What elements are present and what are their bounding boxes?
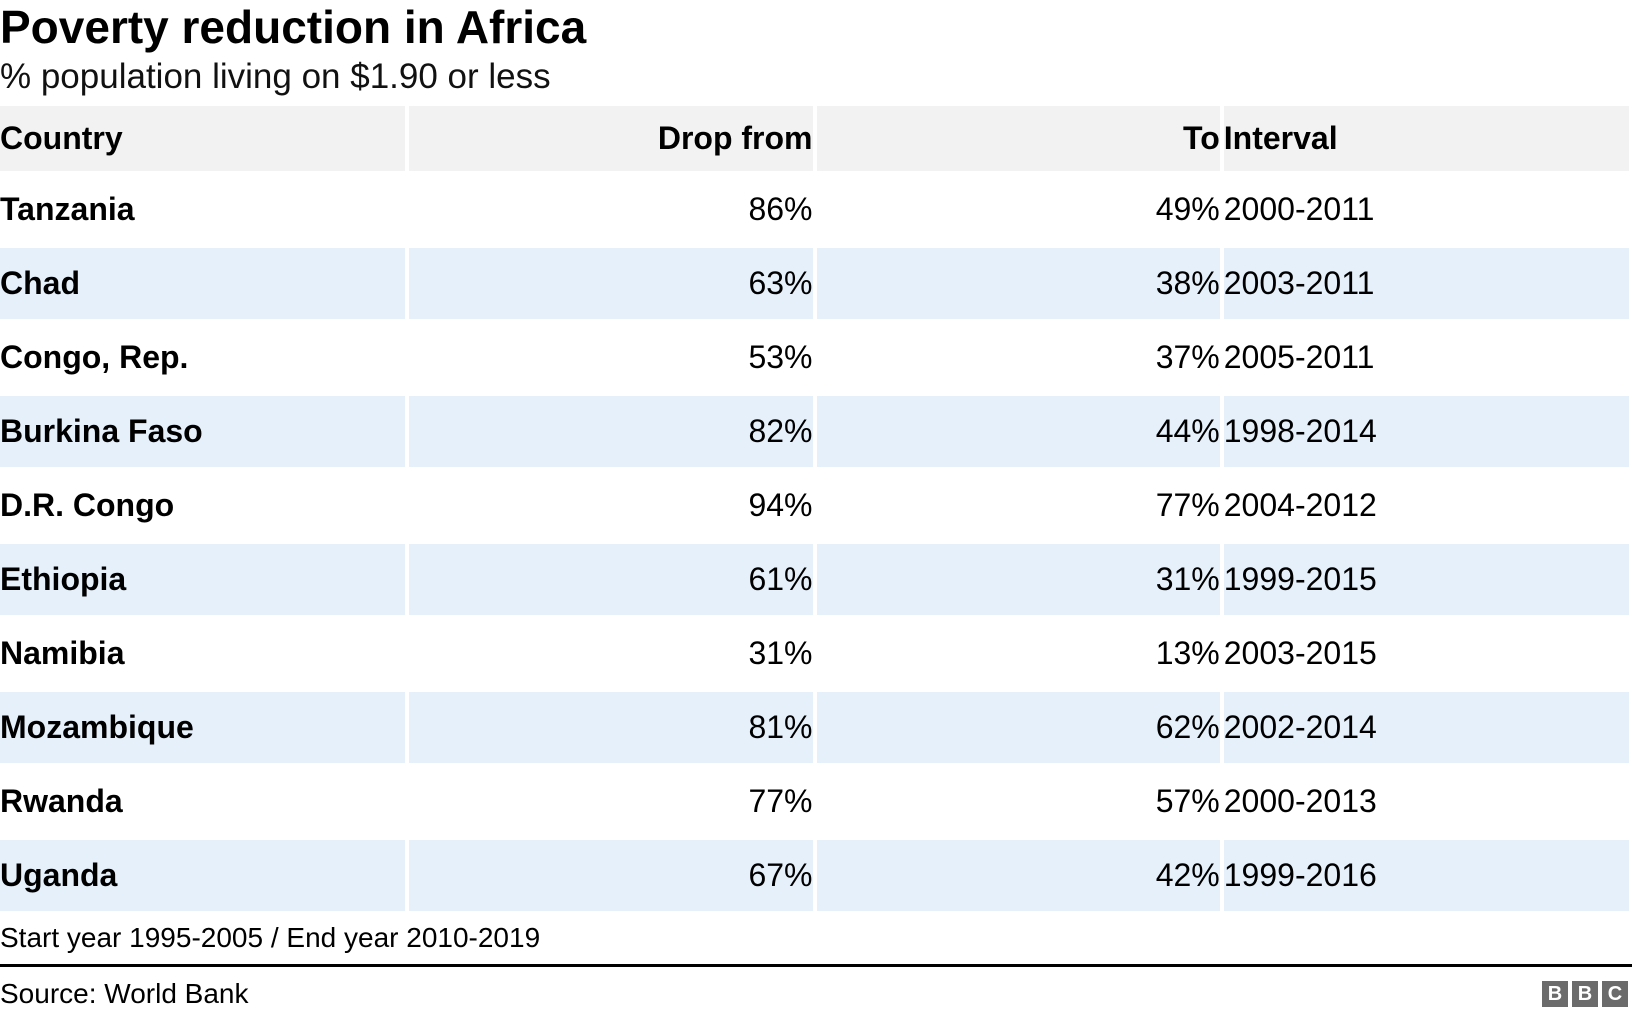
drop-from-cell: 67% [407, 838, 817, 914]
drop-from-cell: 94% [407, 468, 817, 544]
country-cell: Congo, Rep. [0, 320, 410, 396]
table-header-row: Country Drop from To Interval [0, 106, 1629, 174]
country-cell: Tanzania [0, 172, 410, 248]
to-cell: 62% [814, 690, 1224, 766]
to-cell: 57% [814, 764, 1224, 840]
country-cell: Rwanda [0, 764, 410, 840]
table-header: Country Drop from To Interval [0, 106, 1629, 174]
table-body: Tanzania 86% 49% 2000-2011 Chad 63% 38% … [0, 172, 1629, 914]
country-cell: Uganda [0, 838, 410, 914]
drop-from-cell: 82% [407, 394, 817, 470]
drop-from-cell: 61% [407, 542, 817, 618]
to-cell: 44% [814, 394, 1224, 470]
table-row: Burkina Faso 82% 44% 1998-2014 [0, 394, 1629, 470]
table-row: Rwanda 77% 57% 2000-2013 [0, 764, 1629, 840]
column-header-drop-from: Drop from [407, 106, 817, 174]
interval-cell: 2005-2011 [1221, 320, 1629, 396]
interval-cell: 2003-2011 [1221, 246, 1629, 322]
interval-cell: 2002-2014 [1221, 690, 1629, 766]
interval-cell: 2004-2012 [1221, 468, 1629, 544]
table-row: Tanzania 86% 49% 2000-2011 [0, 172, 1629, 248]
column-header-country: Country [0, 106, 410, 174]
table-row: Mozambique 81% 62% 2002-2014 [0, 690, 1629, 766]
column-header-interval: Interval [1221, 106, 1629, 174]
table-row: Ethiopia 61% 31% 1999-2015 [0, 542, 1629, 618]
chart-subtitle: % population living on $1.90 or less [0, 57, 551, 96]
interval-cell: 2000-2011 [1221, 172, 1629, 248]
to-cell: 42% [814, 838, 1224, 914]
country-cell: Burkina Faso [0, 394, 410, 470]
drop-from-cell: 81% [407, 690, 817, 766]
to-cell: 31% [814, 542, 1224, 618]
bbc-logo-block: B [1542, 981, 1568, 1007]
source-text: Source: World Bank [0, 978, 249, 1009]
drop-from-cell: 63% [407, 246, 817, 322]
bbc-logo: B B C [1542, 981, 1628, 1007]
table-row: Chad 63% 38% 2003-2011 [0, 246, 1629, 322]
drop-from-cell: 31% [407, 616, 817, 692]
to-cell: 37% [814, 320, 1224, 396]
bbc-logo-block: C [1602, 981, 1628, 1007]
page-title: Poverty reduction in Africa [0, 1, 587, 53]
bbc-logo-block: B [1572, 981, 1598, 1007]
interval-cell: 2003-2015 [1221, 616, 1629, 692]
to-cell: 49% [814, 172, 1224, 248]
to-cell: 77% [814, 468, 1224, 544]
table-row: Congo, Rep. 53% 37% 2005-2011 [0, 320, 1629, 396]
divider-rule [0, 964, 1632, 967]
table-row: Namibia 31% 13% 2003-2015 [0, 616, 1629, 692]
country-cell: Ethiopia [0, 542, 410, 618]
drop-from-cell: 86% [407, 172, 817, 248]
country-cell: Chad [0, 246, 410, 322]
country-cell: D.R. Congo [0, 468, 410, 544]
table-row: Uganda 67% 42% 1999-2016 [0, 838, 1629, 914]
interval-cell: 1999-2016 [1221, 838, 1629, 914]
country-cell: Mozambique [0, 690, 410, 766]
footnote: Start year 1995-2005 / End year 2010-201… [0, 922, 541, 953]
to-cell: 13% [814, 616, 1224, 692]
source-bar: Source: World Bank B B C [0, 978, 1632, 1010]
interval-cell: 1998-2014 [1221, 394, 1629, 470]
drop-from-cell: 53% [407, 320, 817, 396]
drop-from-cell: 77% [407, 764, 817, 840]
poverty-table: Country Drop from To Interval Tanzania 8… [0, 106, 1629, 914]
table-row: D.R. Congo 94% 77% 2004-2012 [0, 468, 1629, 544]
column-header-to: To [814, 106, 1224, 174]
country-cell: Namibia [0, 616, 410, 692]
interval-cell: 1999-2015 [1221, 542, 1629, 618]
interval-cell: 2000-2013 [1221, 764, 1629, 840]
to-cell: 38% [814, 246, 1224, 322]
